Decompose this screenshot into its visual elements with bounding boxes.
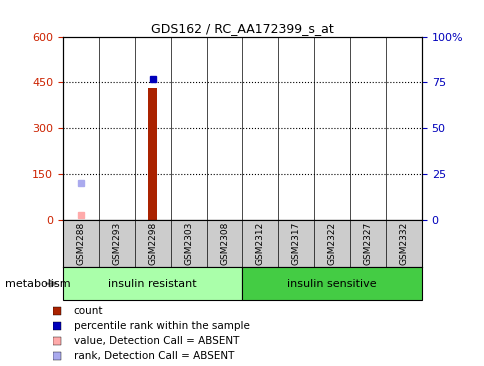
Text: GSM2322: GSM2322 xyxy=(327,222,336,265)
Text: rank, Detection Call = ABSENT: rank, Detection Call = ABSENT xyxy=(74,351,234,361)
Bar xyxy=(148,89,157,220)
Text: metabolism: metabolism xyxy=(5,279,70,289)
Bar xyxy=(242,267,421,300)
Title: GDS162 / RC_AA172399_s_at: GDS162 / RC_AA172399_s_at xyxy=(151,22,333,36)
Text: percentile rank within the sample: percentile rank within the sample xyxy=(74,321,249,331)
Text: insulin sensitive: insulin sensitive xyxy=(287,279,376,289)
Text: value, Detection Call = ABSENT: value, Detection Call = ABSENT xyxy=(74,336,239,346)
Text: GSM2303: GSM2303 xyxy=(184,222,193,265)
Text: count: count xyxy=(74,306,103,316)
Text: GSM2332: GSM2332 xyxy=(399,222,408,265)
Text: insulin resistant: insulin resistant xyxy=(108,279,197,289)
Text: GSM2298: GSM2298 xyxy=(148,222,157,265)
Text: GSM2293: GSM2293 xyxy=(112,222,121,265)
Text: GSM2308: GSM2308 xyxy=(220,222,228,265)
Text: GSM2317: GSM2317 xyxy=(291,222,300,265)
Text: GSM2312: GSM2312 xyxy=(256,222,264,265)
Bar xyxy=(63,267,242,300)
Text: GSM2288: GSM2288 xyxy=(76,222,85,265)
Text: GSM2327: GSM2327 xyxy=(363,222,372,265)
